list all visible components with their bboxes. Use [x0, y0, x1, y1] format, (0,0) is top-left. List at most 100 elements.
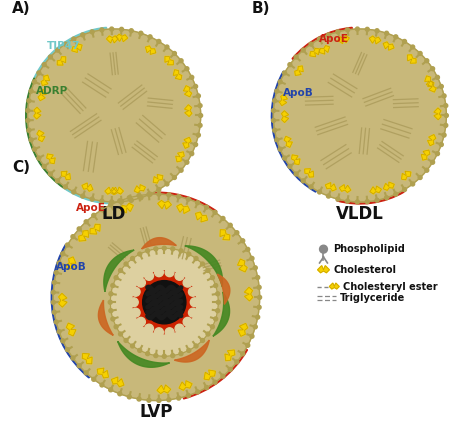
Circle shape	[71, 235, 75, 239]
Polygon shape	[318, 266, 329, 273]
Circle shape	[109, 292, 113, 296]
Circle shape	[65, 243, 69, 247]
Circle shape	[250, 334, 254, 338]
Polygon shape	[47, 154, 55, 164]
Text: Triglyceride: Triglyceride	[340, 293, 405, 303]
Circle shape	[165, 182, 169, 186]
Circle shape	[157, 192, 161, 196]
Circle shape	[72, 190, 76, 194]
Circle shape	[278, 80, 282, 84]
Polygon shape	[179, 381, 192, 390]
Circle shape	[64, 42, 67, 46]
Circle shape	[154, 353, 158, 358]
Circle shape	[61, 339, 65, 343]
Circle shape	[257, 305, 261, 309]
Polygon shape	[245, 287, 253, 301]
Polygon shape	[66, 257, 76, 270]
Polygon shape	[120, 203, 133, 213]
Circle shape	[402, 40, 407, 43]
Circle shape	[100, 383, 104, 387]
Circle shape	[137, 397, 141, 401]
Polygon shape	[292, 155, 300, 165]
Circle shape	[171, 353, 175, 358]
Circle shape	[275, 89, 279, 93]
Circle shape	[33, 80, 36, 84]
Circle shape	[165, 45, 169, 49]
Polygon shape	[116, 34, 128, 42]
Circle shape	[84, 371, 88, 375]
Circle shape	[162, 246, 166, 250]
Circle shape	[124, 262, 128, 266]
Circle shape	[384, 31, 389, 35]
Polygon shape	[284, 136, 292, 147]
Polygon shape	[195, 212, 208, 222]
Circle shape	[167, 398, 171, 402]
Circle shape	[29, 89, 33, 93]
Circle shape	[65, 348, 69, 352]
Circle shape	[129, 29, 133, 33]
Circle shape	[318, 190, 321, 194]
Circle shape	[157, 399, 161, 402]
Circle shape	[77, 364, 81, 368]
Circle shape	[26, 118, 30, 123]
Polygon shape	[428, 81, 436, 92]
Polygon shape	[38, 89, 46, 101]
Polygon shape	[158, 200, 172, 209]
Polygon shape	[79, 230, 89, 241]
Circle shape	[37, 71, 41, 75]
Circle shape	[48, 172, 53, 176]
Text: ApoE: ApoE	[76, 203, 106, 213]
Polygon shape	[61, 171, 71, 180]
Text: C): C)	[12, 160, 30, 175]
Circle shape	[155, 268, 164, 276]
Circle shape	[445, 114, 448, 117]
Circle shape	[124, 338, 128, 342]
Circle shape	[319, 245, 328, 253]
Circle shape	[109, 388, 113, 392]
Circle shape	[109, 27, 114, 31]
Circle shape	[194, 84, 198, 89]
Circle shape	[157, 40, 161, 43]
Circle shape	[55, 179, 59, 183]
Circle shape	[394, 35, 398, 39]
Circle shape	[425, 168, 429, 172]
Polygon shape	[142, 238, 176, 249]
Circle shape	[283, 156, 286, 160]
Polygon shape	[153, 175, 163, 183]
Circle shape	[179, 249, 183, 253]
Circle shape	[92, 378, 96, 381]
Circle shape	[167, 193, 171, 197]
Circle shape	[431, 160, 435, 164]
Polygon shape	[99, 300, 113, 335]
Circle shape	[394, 192, 398, 196]
Circle shape	[129, 198, 133, 202]
Polygon shape	[425, 76, 433, 86]
Polygon shape	[339, 184, 351, 193]
Circle shape	[133, 271, 196, 334]
Circle shape	[128, 395, 131, 399]
Polygon shape	[90, 224, 100, 234]
Polygon shape	[383, 42, 394, 50]
Wedge shape	[34, 28, 114, 116]
Polygon shape	[401, 171, 411, 180]
Text: A): A)	[12, 1, 30, 16]
Circle shape	[108, 300, 112, 304]
Circle shape	[439, 84, 443, 89]
Wedge shape	[26, 78, 114, 188]
Circle shape	[235, 360, 239, 364]
Circle shape	[442, 94, 446, 98]
Circle shape	[216, 292, 219, 296]
Circle shape	[139, 196, 143, 200]
Text: TIP47: TIP47	[47, 41, 81, 51]
Circle shape	[255, 276, 260, 280]
Circle shape	[253, 325, 257, 329]
Circle shape	[444, 104, 448, 108]
Circle shape	[118, 332, 122, 336]
Polygon shape	[421, 150, 430, 160]
Text: Phospholipid: Phospholipid	[333, 244, 405, 254]
Polygon shape	[41, 75, 50, 86]
Polygon shape	[177, 204, 190, 214]
Circle shape	[186, 393, 190, 397]
Polygon shape	[183, 86, 191, 97]
Circle shape	[191, 298, 199, 307]
